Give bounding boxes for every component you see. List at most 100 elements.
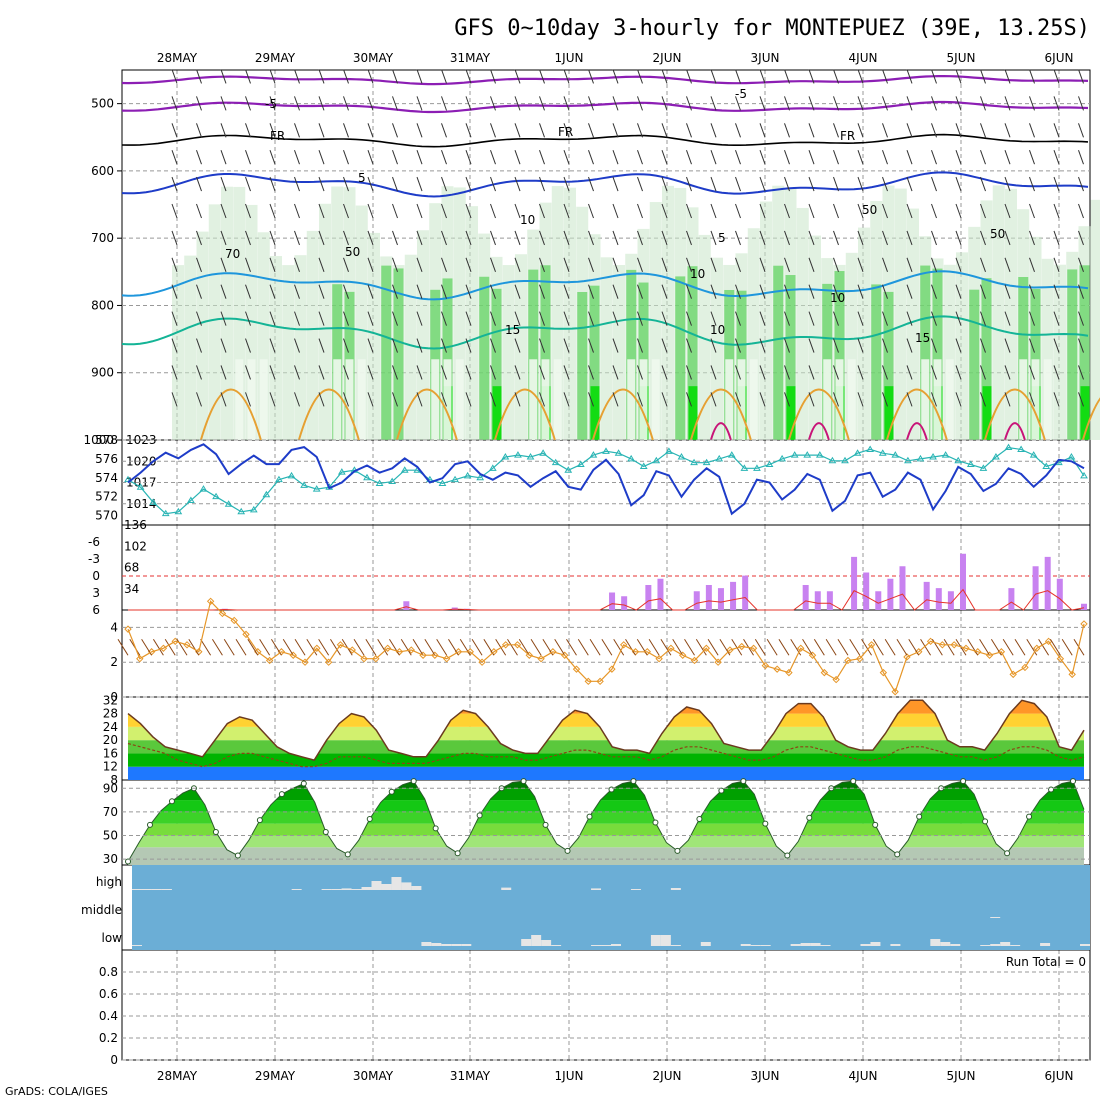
wind-barb-10m: [330, 638, 341, 656]
rh-point: [542, 821, 549, 828]
rh-shade: [221, 186, 233, 440]
wind-barb: [637, 338, 643, 353]
wind-barb: [882, 257, 888, 272]
rh-shade-mid: [1079, 265, 1090, 440]
cape-bar: [1008, 588, 1015, 610]
wind-barb: [392, 311, 398, 326]
wind-barb: [220, 311, 227, 326]
cape-bar: [826, 591, 833, 610]
wind-barb: [686, 176, 692, 192]
cape-tick: 102: [124, 539, 147, 553]
wind-barb: [612, 284, 619, 299]
cloud-bar: [391, 877, 402, 890]
chart-title: GFS 0~10day 3-hourly for MONTEPUEZ (39E,…: [454, 16, 1090, 41]
rh-shade: [711, 257, 723, 440]
wind-barb-10m: [766, 638, 778, 656]
wind-barb: [759, 96, 766, 111]
wind-barb: [1004, 176, 1011, 192]
cloud-bar: [132, 945, 142, 946]
wind-barb: [588, 392, 594, 407]
wind-barb: [906, 69, 913, 84]
wind-barb: [955, 257, 962, 272]
rh-shade-mid: [589, 285, 600, 440]
wind-barb: [931, 96, 937, 111]
temp-band: [128, 713, 1084, 727]
cloud-bar: [321, 889, 332, 890]
rh-shade: [796, 207, 809, 440]
wind-barb: [1078, 365, 1084, 380]
wind-barb: [441, 338, 447, 353]
isotherm-20-dome: [199, 388, 262, 441]
wind-barb-10m: [152, 638, 164, 656]
rh-shade-dry: [455, 359, 464, 440]
thickness-point: [941, 451, 950, 458]
wind-barb: [784, 203, 790, 219]
wind-barb: [612, 392, 619, 407]
wind-barb: [539, 176, 545, 192]
rh-shade: [196, 231, 209, 440]
cloud-bar: [870, 942, 881, 946]
rh-shade-mid: [675, 276, 686, 440]
bottom-date-label: 2JUN: [653, 1069, 682, 1083]
rh-shade: [956, 252, 968, 440]
wind-barb: [294, 257, 300, 272]
wind-barb: [269, 203, 276, 219]
isotherm-20-dome: [297, 388, 360, 441]
wind-barb: [294, 230, 300, 246]
wind-barb: [710, 203, 717, 219]
wind-barb: [931, 69, 937, 84]
wind-barb-10m: [318, 638, 330, 656]
wind-barb: [882, 203, 888, 219]
wind-barb: [637, 392, 643, 407]
wind-barb: [1029, 311, 1035, 326]
wind-barb: [759, 176, 766, 192]
wind-barb: [539, 69, 545, 84]
wind-barb: [808, 284, 815, 299]
wind-point: [891, 688, 899, 696]
wind-point: [313, 644, 321, 652]
wind-barb: [563, 365, 570, 380]
wind-barb: [367, 176, 374, 192]
temp-bands: [128, 700, 1084, 780]
wind-barb-10m: [707, 638, 719, 656]
wind-barb: [294, 203, 300, 219]
cloud-bar: [591, 945, 602, 946]
wind-barb: [588, 150, 594, 165]
wind-barb: [367, 150, 374, 165]
wind-barb: [563, 150, 570, 165]
wind-barb: [196, 176, 202, 192]
rh-shade: [319, 203, 331, 440]
rh-shade: [306, 230, 319, 440]
wind-barb: [465, 392, 472, 407]
rh-shade-dry: [639, 359, 648, 440]
wind-barb: [882, 150, 888, 165]
wind-barb: [955, 230, 962, 246]
wind-barb: [588, 257, 594, 272]
wind-barb: [784, 365, 790, 380]
wind-barb: [612, 150, 619, 165]
rh-band: [128, 823, 1084, 836]
wind-barb: [490, 96, 496, 111]
contour-label: FR: [558, 125, 573, 139]
wind-barb: [955, 96, 962, 111]
wind-barb: [318, 230, 325, 246]
wind-barb: [416, 96, 423, 111]
cloud-bar: [650, 935, 661, 946]
wind-barb: [343, 365, 349, 380]
cloud-bar: [331, 889, 342, 890]
wind-barb: [882, 284, 888, 299]
isotherm-20-dome: [1081, 397, 1100, 441]
wind-barb: [1053, 311, 1060, 326]
rh-tick: 50: [103, 828, 118, 842]
temp-line: [127, 699, 1085, 761]
wind-barb: [514, 338, 521, 353]
wind-barb: [857, 150, 864, 165]
contour-label: 10: [830, 291, 845, 305]
cape-bar: [1044, 556, 1051, 610]
wind-barb: [563, 311, 570, 326]
wind-barb: [955, 365, 962, 380]
wind-point: [1021, 663, 1029, 672]
wind-barb-10m: [1026, 638, 1038, 656]
wind-barb: [563, 230, 570, 246]
precip-tick: 0.8: [99, 965, 118, 979]
